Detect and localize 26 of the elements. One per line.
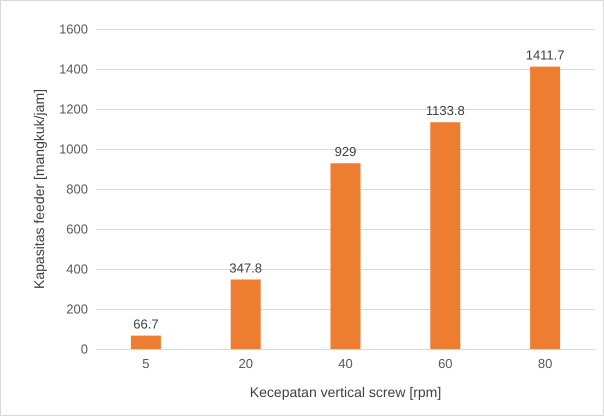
y-tick-label: 1200 — [59, 102, 88, 116]
x-tick-label: 60 — [438, 356, 453, 371]
x-tick-label: 5 — [142, 356, 150, 371]
bar — [130, 336, 161, 349]
data-label: 929 — [334, 144, 356, 160]
y-tick-label: 600 — [66, 222, 88, 236]
bar — [330, 163, 360, 349]
data-label: 1411.7 — [526, 48, 564, 63]
data-label: 347.8 — [229, 260, 262, 276]
y-tick-label: 0 — [80, 342, 88, 356]
y-tick-label: 800 — [66, 182, 88, 196]
x-tick-label: 20 — [238, 356, 253, 371]
bar — [230, 279, 261, 349]
y-tick-label: 1000 — [59, 142, 88, 156]
y-tick-label: 200 — [66, 302, 88, 316]
x-tick-label: 80 — [538, 356, 552, 371]
y-tick-label: 1600 — [59, 22, 88, 36]
x-axis-title: Kecepatan vertical screw [rpm] — [250, 384, 442, 400]
y-tick-label: 400 — [66, 262, 88, 276]
data-label: 1133.8 — [426, 103, 465, 118]
y-tick-label: 1400 — [59, 62, 88, 76]
bar — [430, 122, 460, 349]
data-label: 66.7 — [133, 316, 159, 332]
bar — [530, 66, 560, 349]
x-tick-label: 40 — [338, 356, 353, 371]
y-axis-title: Kapasitas feeder [mangkuk/jam] — [31, 89, 47, 289]
